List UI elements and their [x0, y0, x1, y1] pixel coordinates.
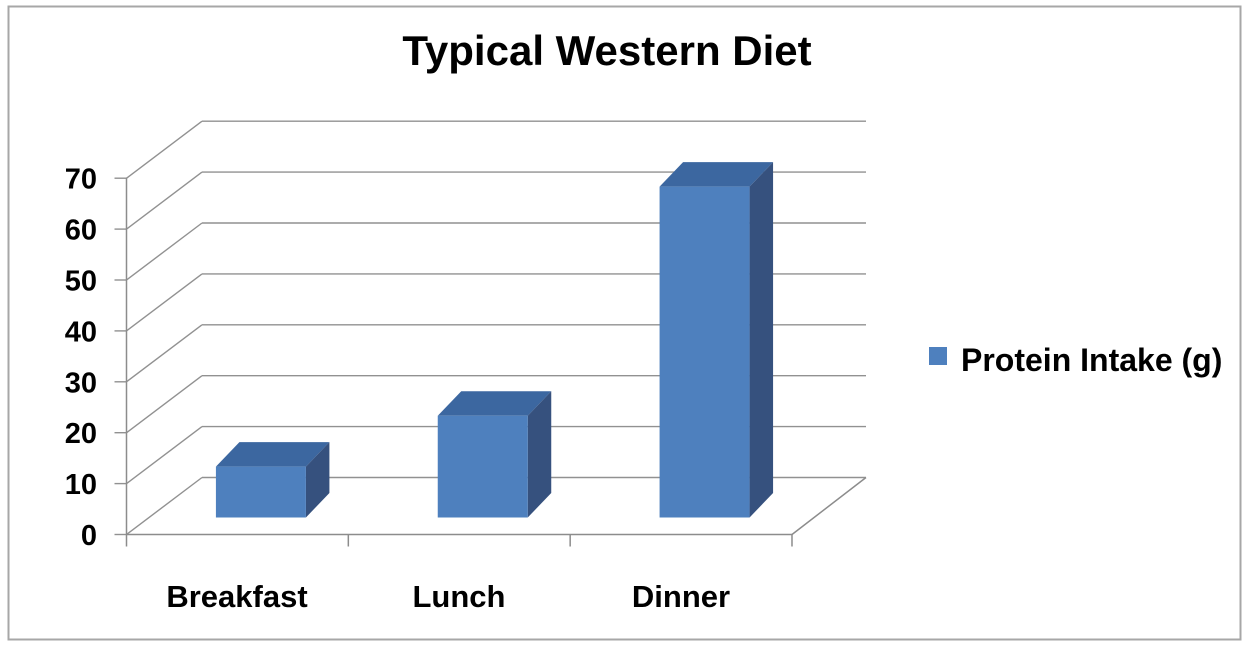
bar-top-face: [659, 162, 774, 187]
y-axis-tick-label: 70: [65, 164, 97, 196]
gridline-depth: [126, 171, 203, 230]
axes-layer: [125, 178, 867, 547]
gridline-depth: [126, 120, 203, 179]
y-axis-tick-label: 60: [65, 215, 97, 247]
bar-front-face: [437, 415, 528, 518]
y-axis-tick-label: 20: [65, 418, 97, 450]
category-label-breakfast: Breakfast: [166, 579, 307, 614]
y-axis-tick-label: 0: [81, 520, 97, 552]
legend-swatch: [929, 347, 947, 365]
legend-label: Protein Intake (g): [961, 342, 1222, 378]
gridline-depth: [126, 476, 203, 536]
category-label-dinner: Dinner: [632, 579, 730, 614]
legend[interactable]: Protein Intake (g): [929, 342, 1222, 378]
y-axis-tick-label: 40: [65, 316, 97, 348]
floor-right-edge: [791, 476, 867, 536]
y-axis-tick-label: 10: [65, 469, 97, 501]
gridline-depth: [126, 324, 203, 383]
gridline-depth: [126, 273, 203, 332]
bar-front-face: [215, 466, 306, 518]
y-axis-labels: 0 10 20 30 40 50 60 70: [65, 164, 97, 552]
bar-front-face: [659, 186, 750, 518]
gridline-depth: [126, 375, 203, 434]
gridline-depth: [126, 426, 203, 485]
bar-breakfast[interactable]: [215, 442, 330, 518]
chart-border-frame: [7, 5, 1242, 641]
bar-lunch[interactable]: [437, 391, 552, 518]
bar-side-face: [527, 391, 552, 518]
bar-top-face: [215, 442, 330, 467]
bar-side-face: [305, 442, 330, 518]
y-axis-tick-label: 30: [65, 367, 97, 399]
bars-layer: [215, 162, 774, 518]
bar-side-face: [749, 162, 774, 518]
chart-title: Typical Western Diet: [402, 27, 811, 74]
gridline-depth: [126, 222, 203, 281]
y-axis-tick-label: 50: [65, 266, 97, 298]
category-label-lunch: Lunch: [413, 579, 506, 614]
bar-top-face: [437, 391, 552, 416]
bar-dinner[interactable]: [659, 162, 774, 518]
